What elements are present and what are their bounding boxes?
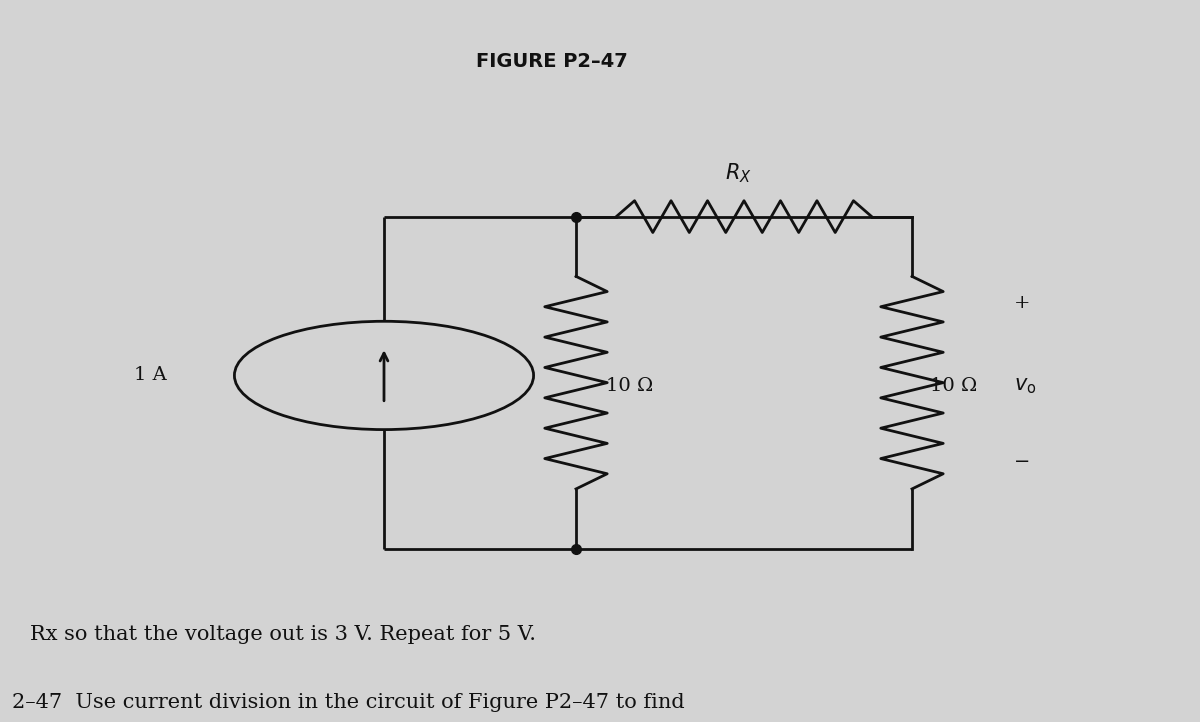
Text: FIGURE P2–47: FIGURE P2–47	[476, 52, 628, 71]
Text: 10 Ω: 10 Ω	[930, 378, 977, 395]
Text: $v_{\rm o}$: $v_{\rm o}$	[1014, 376, 1037, 396]
Text: Rx so that the voltage out is 3 V. Repeat for 5 V.: Rx so that the voltage out is 3 V. Repea…	[30, 625, 536, 643]
Text: 1 A: 1 A	[134, 367, 167, 384]
Text: 2–47  Use current division in the circuit of Figure P2–47 to find: 2–47 Use current division in the circuit…	[12, 693, 685, 712]
Text: 10 Ω: 10 Ω	[606, 378, 653, 395]
Text: −: −	[1014, 453, 1031, 471]
Text: $R_X$: $R_X$	[725, 162, 751, 185]
Text: +: +	[1014, 295, 1031, 312]
